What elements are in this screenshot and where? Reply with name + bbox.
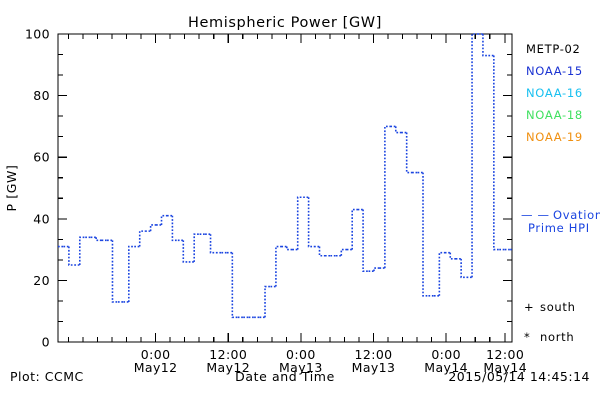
x-tick-time: 0:00 bbox=[431, 347, 461, 362]
plus-marker-icon: + bbox=[524, 300, 534, 314]
legend-north-label: north bbox=[540, 330, 574, 344]
plot-credit: Plot: CCMC bbox=[10, 369, 84, 384]
x-tick-time: 0:00 bbox=[141, 347, 171, 362]
x-tick-date: May13 bbox=[279, 360, 323, 375]
star-marker-icon: * bbox=[524, 330, 530, 344]
legend-item-noaa-15[interactable]: NOAA-15 bbox=[526, 64, 583, 78]
y-axis-label: P [GW] bbox=[4, 165, 19, 212]
legend-item-noaa-16[interactable]: NOAA-16 bbox=[526, 86, 583, 100]
x-tick-date: May12 bbox=[206, 360, 250, 375]
x-tick-date: May13 bbox=[352, 360, 396, 375]
legend-satellites: METP-02 NOAA-15 NOAA-16 NOAA-18 NOAA-19 bbox=[526, 42, 583, 144]
y-tick-label: 0 bbox=[42, 335, 50, 350]
y-tick-label: 40 bbox=[33, 211, 50, 226]
data-series-group bbox=[58, 33, 512, 319]
x-tick-time: 12:00 bbox=[209, 347, 247, 362]
page-title: Hemispheric Power [GW] bbox=[188, 15, 382, 31]
plot-frame bbox=[57, 33, 513, 343]
legend-south-label: south bbox=[540, 300, 576, 314]
x-tick-date: May12 bbox=[134, 360, 178, 375]
y-axis: 0 20 40 60 80 100 bbox=[25, 27, 512, 350]
legend-item-metp-02[interactable]: METP-02 bbox=[526, 42, 581, 56]
x-axis: 0:00May1212:00May120:00May1312:00May130:… bbox=[67, 34, 527, 375]
x-tick-time: 12:00 bbox=[355, 347, 393, 362]
legend-item-noaa-18[interactable]: NOAA-18 bbox=[526, 108, 583, 122]
legend-ovation-line1: Ovation bbox=[553, 208, 600, 222]
y-tick-label: 20 bbox=[33, 273, 50, 288]
x-tick-time: 12:00 bbox=[486, 347, 524, 362]
y-tick-label: 60 bbox=[33, 150, 50, 165]
generation-timestamp: 2015/05/14 14:45:14 bbox=[448, 369, 590, 384]
legend-item-noaa-19[interactable]: NOAA-19 bbox=[526, 130, 583, 144]
x-tick-time: 0:00 bbox=[286, 347, 316, 362]
legend-ovation-prime: — — Ovation Prime HPI bbox=[521, 208, 600, 235]
ovation-dash-icon: — — bbox=[521, 208, 550, 222]
x-tick-date: May14 bbox=[424, 360, 468, 375]
y-tick-label: 80 bbox=[33, 88, 50, 103]
legend-ovation-line2: Prime HPI bbox=[528, 221, 590, 235]
x-axis-label: Date and Time bbox=[235, 369, 335, 384]
y-tick-label: 100 bbox=[25, 27, 50, 42]
data-series-ovation-prime-hpi bbox=[58, 33, 512, 319]
x-tick-date: May14 bbox=[483, 360, 527, 375]
legend-hemisphere-markers: + south * north bbox=[524, 300, 576, 344]
